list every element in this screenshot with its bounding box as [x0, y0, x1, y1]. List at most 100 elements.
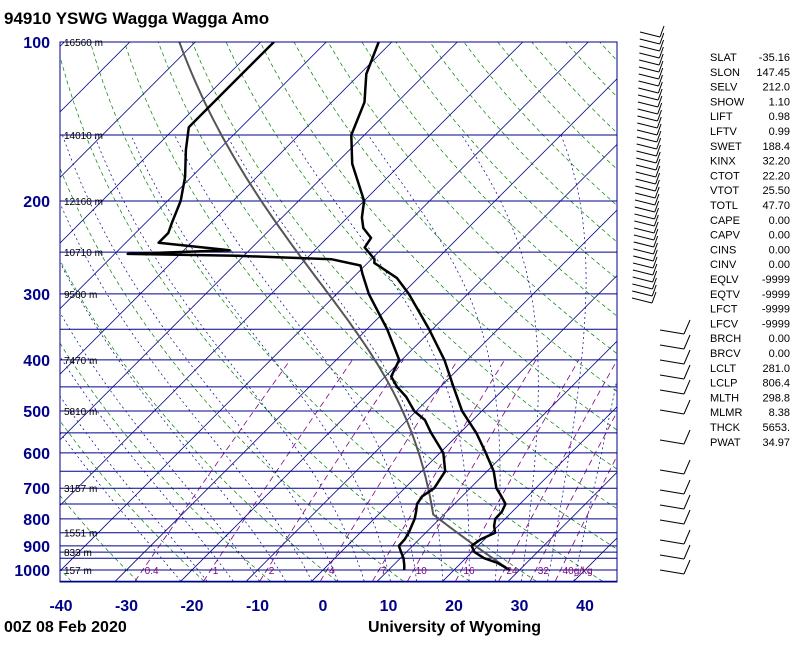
index-name: EQTV	[710, 289, 741, 301]
index-value: 32.20	[762, 156, 790, 168]
wind-barb	[660, 480, 690, 494]
index-value: 0.00	[769, 230, 790, 242]
wind-barb	[660, 335, 690, 349]
mixing-ratio-label: 7	[381, 566, 387, 577]
height-label: 5810 m	[64, 407, 97, 418]
index-value: 281.0	[762, 363, 790, 375]
dry-adiabat	[396, 42, 800, 581]
height-label: 3157 m	[64, 484, 97, 495]
wind-barb-shaft	[640, 39, 660, 44]
wind-barb-shaft	[632, 298, 652, 303]
index-value: 298.8	[762, 392, 790, 404]
height-label: 7470 m	[64, 356, 97, 367]
wind-barb	[660, 460, 690, 474]
index-value: -9999	[762, 304, 790, 316]
footer-time: 00Z 08 Feb 2020	[4, 619, 127, 636]
wind-barb-shaft	[632, 284, 652, 289]
index-value: 0.00	[769, 333, 790, 345]
index-name: TOTL	[710, 200, 738, 212]
wind-barb-shaft	[635, 207, 655, 212]
isotherm-line	[50, 42, 588, 581]
moist-adiabat	[94, 135, 364, 581]
isotherm-line	[0, 42, 195, 581]
temperature-tick-label: 30	[511, 598, 529, 615]
wind-barb	[640, 26, 664, 37]
wind-barb-shaft	[660, 470, 684, 474]
pressure-tick-label: 600	[23, 446, 50, 463]
wind-barb-shaft	[634, 242, 654, 247]
dry-adiabat	[0, 42, 71, 581]
dry-adiabat	[0, 42, 271, 581]
index-name: LFTV	[710, 126, 738, 138]
wind-barb-shaft	[634, 228, 654, 233]
dry-adiabat	[464, 42, 800, 581]
index-value: 0.00	[769, 348, 790, 360]
index-name: LCLP	[710, 378, 738, 390]
index-name: CINV	[710, 259, 737, 271]
index-name: SWET	[710, 141, 742, 153]
index-value: -9999	[762, 289, 790, 301]
height-label: 157 m	[64, 566, 92, 577]
wind-barb-shaft	[660, 375, 684, 379]
moist-adiabat	[62, 135, 338, 581]
index-name: CAPV	[710, 230, 741, 242]
pressure-tick-label: 700	[23, 481, 50, 498]
wind-barb-shaft	[637, 116, 657, 121]
mixing-ratio-label: 24	[506, 566, 518, 577]
wind-barb-shaft	[660, 505, 684, 509]
temperature-tick-label: 0	[319, 598, 328, 615]
isobar-lines	[60, 42, 617, 581]
mixing-ratio-label: 4	[329, 566, 335, 577]
dry-adiabat	[56, 42, 469, 581]
index-value: 212.0	[762, 82, 790, 94]
wind-barb-shaft	[638, 109, 658, 114]
isotherm-line	[115, 42, 653, 581]
parcel-line	[179, 42, 509, 570]
wind-barb-shaft	[660, 360, 684, 364]
wind-barb-shaft	[639, 53, 659, 58]
index-value: 34.97	[762, 437, 790, 449]
index-value: 47.70	[762, 200, 790, 212]
temperature-tick-label: -10	[246, 598, 269, 615]
height-label: 14010 m	[64, 131, 103, 142]
moist-adiabat	[548, 135, 587, 581]
wind-barb-shaft	[636, 158, 656, 163]
wind-barb-shaft	[639, 74, 659, 79]
moist-adiabat	[227, 135, 443, 581]
dry-adiabat	[532, 42, 800, 581]
wind-barb-flag	[684, 335, 690, 349]
index-name: SHOW	[710, 96, 745, 108]
index-value: 0.99	[769, 126, 790, 138]
wind-barb-shaft	[660, 540, 684, 544]
isotherm-line	[508, 42, 800, 581]
height-label: 16560 m	[64, 38, 103, 49]
mixing-ratio-line	[373, 360, 505, 581]
moist-adiabat	[10, 135, 286, 581]
wind-barb-flag	[684, 365, 690, 379]
wind-barb-shaft	[638, 102, 658, 107]
wind-barb-shaft	[660, 555, 684, 559]
isotherm-line	[0, 42, 64, 581]
index-value: 147.45	[756, 67, 790, 79]
index-value: 0.98	[769, 111, 790, 123]
mixing-ratio-label: 1	[213, 566, 219, 577]
wind-barb-shaft	[634, 235, 654, 240]
dry-adiabat	[498, 42, 800, 581]
wind-barb-shaft	[637, 137, 657, 142]
wind-barb-flag	[684, 530, 690, 544]
wind-barb-shaft	[637, 123, 657, 128]
wind-barb-shaft	[633, 263, 653, 268]
dry-adiabat	[158, 42, 669, 581]
index-name: THCK	[710, 422, 741, 434]
index-value: 5653.	[762, 422, 790, 434]
index-value: 0.00	[769, 244, 790, 256]
height-label: 1551 m	[64, 529, 97, 540]
temperature-tick-label: 20	[445, 598, 463, 615]
pressure-tick-label: 1000	[14, 563, 50, 580]
wind-barb-shaft	[638, 95, 658, 100]
mixing-ratio-line	[530, 360, 645, 581]
index-name: PWAT	[710, 437, 741, 449]
